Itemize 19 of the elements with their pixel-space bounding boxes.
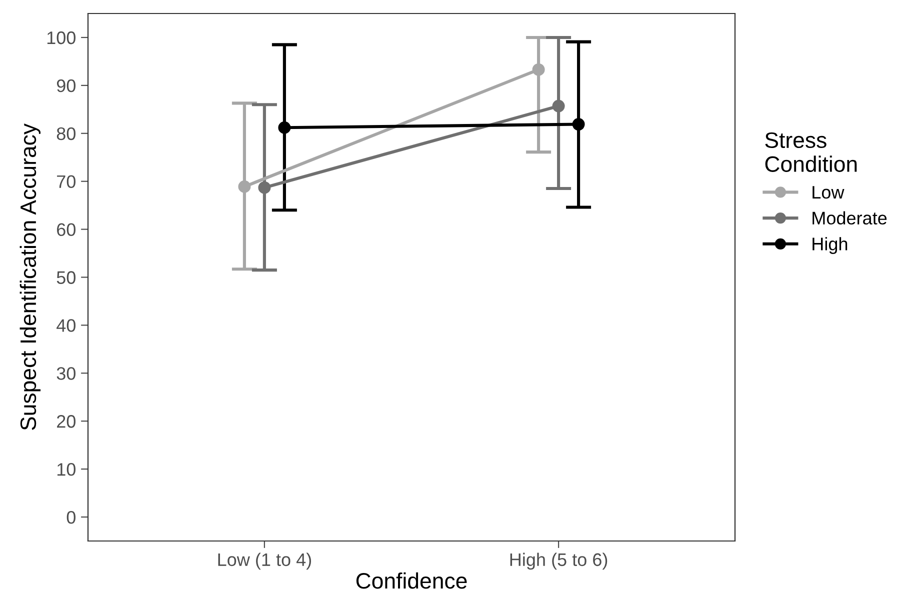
legend-title: Stress Condition [765, 132, 857, 172]
y-tick-label: 80 [56, 127, 76, 140]
legend-label: Low [812, 186, 844, 199]
y-tick-label: 40 [56, 319, 76, 332]
y-tick-label: 100 [47, 31, 76, 44]
y-tick-label: 50 [56, 271, 76, 284]
legend-label: Moderate [812, 211, 887, 225]
y-tick-label: 60 [57, 223, 76, 236]
y-tick-label: 10 [57, 463, 76, 476]
y-tick-label: 20 [57, 415, 76, 428]
y-tick-label: 30 [56, 367, 76, 380]
legend-label: High [812, 237, 848, 254]
y-tick-label: 0 [66, 510, 76, 524]
y-tick-label: 90 [56, 79, 76, 92]
y-tick-label: 70 [57, 175, 76, 188]
x-tick-label: Low (1 to 4) [218, 552, 312, 570]
x-axis-title: Confidence [356, 572, 467, 589]
x-tick-label: High (5 to 6) [510, 552, 608, 570]
y-axis-title: Suspect Identification Accuracy [20, 123, 41, 430]
